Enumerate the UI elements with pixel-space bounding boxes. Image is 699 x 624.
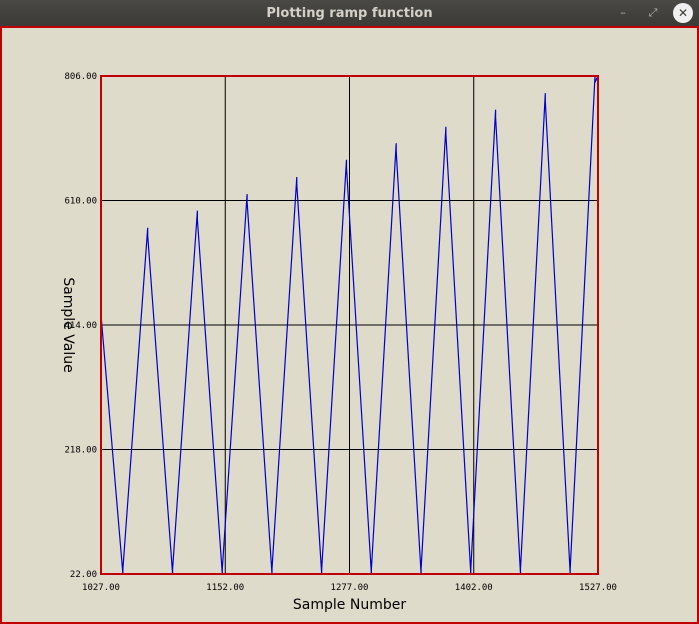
ramp-chart: 1027.00 1152.00 1277.00 1402.00 1527.00 22.00…	[60, 72, 617, 613]
plot-frame	[100, 75, 599, 575]
x-tick-label: 1527.00	[579, 583, 617, 593]
x-tick-label: 1277.00	[331, 583, 369, 593]
y-axis-label: Sample Value	[60, 277, 76, 372]
y-tick-label: 414.00	[64, 321, 97, 331]
y-tick-label: 22.00	[70, 570, 97, 580]
x-tick-label: 1027.00	[82, 583, 120, 593]
x-tick-label: 1152.00	[206, 583, 244, 593]
close-icon[interactable]: ✕	[673, 3, 693, 23]
minimize-icon[interactable]: –	[620, 6, 626, 19]
ramp-series-line	[100, 75, 599, 575]
x-axis-label: Sample Number	[293, 597, 406, 613]
x-tick-label: 1402.00	[455, 583, 493, 593]
y-tick-label: 806.00	[64, 72, 97, 82]
maximize-icon[interactable]: ⤢	[648, 6, 658, 19]
plot-panel: 1027.00 1152.00 1277.00 1402.00 1527.00 22.00…	[0, 26, 699, 624]
y-tick-label: 610.00	[64, 197, 97, 207]
title-bar[interactable]: Plotting ramp function – ⤢ ✕	[0, 0, 699, 26]
y-tick-label: 218.00	[64, 446, 97, 456]
window-title: Plotting ramp function	[266, 6, 433, 21]
